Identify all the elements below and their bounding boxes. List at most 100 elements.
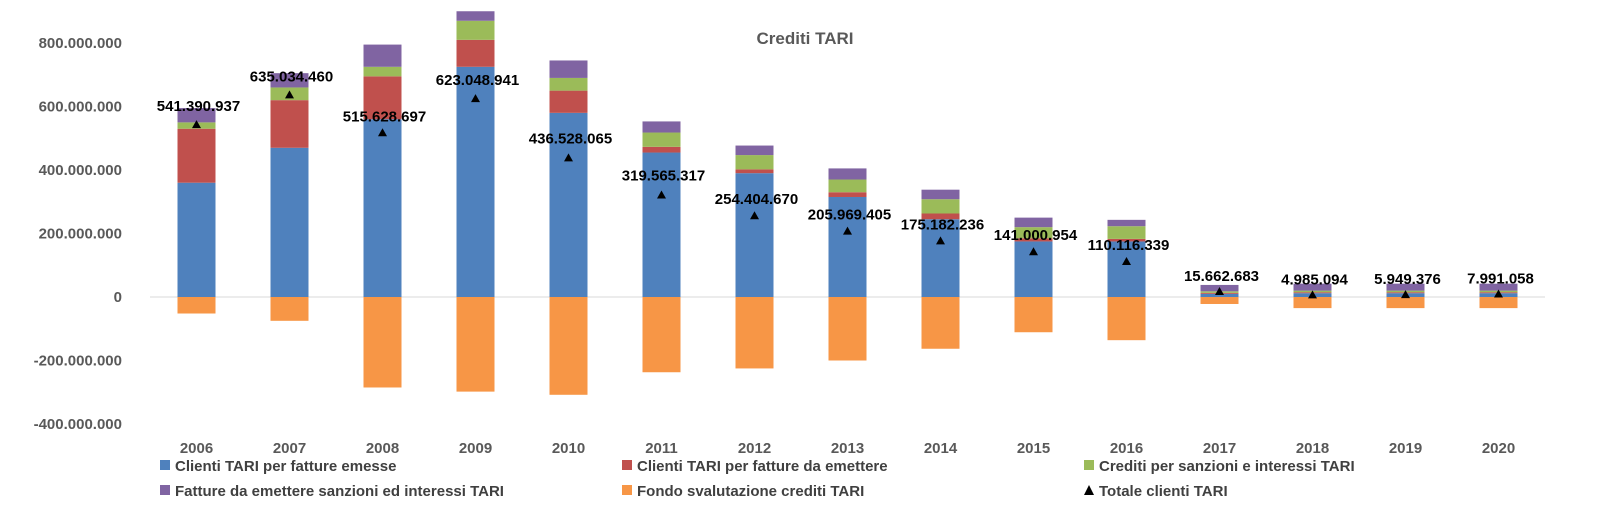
total-marker — [471, 94, 480, 103]
bar-segment — [1479, 297, 1518, 309]
bar-segment — [177, 128, 216, 183]
x-tick-label: 2007 — [273, 440, 306, 457]
bar-segment — [1200, 297, 1239, 304]
y-tick-label: 200.000.000 — [39, 226, 122, 243]
bar-segment — [177, 182, 216, 297]
chart-title: Crediti TARI — [757, 29, 854, 48]
total-marker — [564, 153, 573, 162]
bar-segment — [549, 90, 588, 113]
total-marker — [1215, 287, 1224, 296]
legend-label: Crediti per sanzioni e interessi TARI — [1099, 458, 1355, 475]
y-tick-label: 0 — [114, 289, 122, 306]
bar-segment — [270, 73, 309, 88]
legend: Clienti TARI per fatture emesse Clienti T… — [160, 458, 1355, 500]
bar-segment — [1107, 297, 1146, 341]
bar-segment — [1014, 217, 1053, 228]
legend-swatch — [622, 485, 632, 495]
legend-swatch — [622, 460, 632, 470]
x-tick-label: 2015 — [1017, 440, 1050, 457]
bar-segment — [642, 152, 681, 297]
legend-label: Clienti TARI per fatture da emettere — [637, 458, 888, 475]
total-data-label: 141.000.954 — [994, 227, 1078, 244]
total-marker — [378, 128, 387, 137]
bar-segment — [1386, 283, 1425, 291]
total-data-label: 205.969.405 — [808, 207, 891, 224]
total-marker — [936, 236, 945, 245]
x-tick-label: 2014 — [924, 440, 958, 457]
y-tick-label: 600.000.000 — [39, 99, 122, 116]
bar-segment — [549, 297, 588, 395]
bar-segment — [363, 44, 402, 67]
total-marker — [1494, 289, 1503, 298]
total-data-label: 7.991.058 — [1467, 270, 1534, 287]
x-tick-label: 2017 — [1203, 440, 1236, 457]
y-tick-label: 800.000.000 — [39, 35, 122, 52]
total-marker — [750, 211, 759, 220]
bar-segment — [1386, 297, 1425, 309]
total-data-label: 15.662.683 — [1184, 268, 1259, 285]
bar-segment — [1107, 241, 1146, 297]
y-tick-label: -200.000.000 — [34, 353, 122, 370]
bar-segment — [270, 297, 309, 321]
bar-segment — [549, 77, 588, 91]
totals-group: 541.390.937 635.034.460 515.628.697 623.048… — [157, 68, 1534, 299]
total-data-label: 254.404.670 — [715, 191, 798, 208]
bar-segment — [1107, 226, 1146, 239]
x-tick-label: 2019 — [1389, 440, 1422, 457]
bar-segment — [270, 147, 309, 297]
x-tick-label: 2009 — [459, 440, 492, 457]
x-tick-label: 2013 — [831, 440, 864, 457]
bar-segment — [921, 189, 960, 200]
legend-swatch — [1084, 460, 1094, 470]
bar-segment — [735, 297, 774, 369]
legend-swatch — [160, 485, 170, 495]
bar-segment — [1293, 283, 1332, 291]
total-data-label: 436.528.065 — [529, 130, 612, 147]
total-data-label: 319.565.317 — [622, 168, 705, 185]
bar-segment — [828, 297, 867, 361]
bar-segment — [177, 108, 216, 123]
bar-segment — [921, 199, 960, 214]
bar-segment — [921, 297, 960, 349]
total-marker — [192, 120, 201, 129]
total-data-label: 635.034.460 — [250, 68, 333, 85]
x-tick-label: 2012 — [738, 440, 771, 457]
x-tick-label: 2006 — [180, 440, 213, 457]
x-tick-label: 2020 — [1482, 440, 1515, 457]
bar-segment — [270, 100, 309, 148]
total-marker — [1308, 290, 1317, 299]
bar-segment — [363, 297, 402, 388]
bar-segment — [456, 11, 495, 21]
bar-segment — [456, 297, 495, 392]
bar-segment — [1014, 238, 1053, 242]
bar-segment — [549, 112, 588, 297]
bar-segment — [642, 146, 681, 153]
bar-segment — [549, 60, 588, 78]
x-axis: 2006 2007 2008 2009 2010 2011 2012 2013 2014 2015… — [180, 440, 1515, 457]
bar-segment — [363, 66, 402, 77]
total-data-label: 541.390.937 — [157, 98, 240, 115]
total-data-label: 515.628.697 — [343, 108, 426, 125]
total-marker — [1029, 247, 1038, 256]
bar-segment — [1200, 293, 1239, 297]
bar-segment — [177, 297, 216, 314]
y-tick-label: -400.000.000 — [34, 416, 122, 433]
legend-label: Fondo svalutazione crediti TARI — [637, 483, 864, 500]
bar-segment — [1014, 227, 1053, 239]
legend-label: Totale clienti TARI — [1099, 483, 1228, 500]
bar-segment — [363, 76, 402, 120]
bar-segment — [921, 213, 960, 220]
bar-segment — [828, 168, 867, 180]
bar-segment — [1107, 219, 1146, 227]
total-marker — [1122, 257, 1131, 266]
bar-segment — [642, 121, 681, 133]
bar-segment — [456, 39, 495, 67]
bar-segment — [735, 145, 774, 156]
bar-segment — [921, 219, 960, 297]
x-tick-label: 2011 — [645, 440, 678, 457]
bar-segment — [828, 196, 867, 297]
total-marker — [1401, 290, 1410, 299]
x-tick-label: 2010 — [552, 440, 585, 457]
